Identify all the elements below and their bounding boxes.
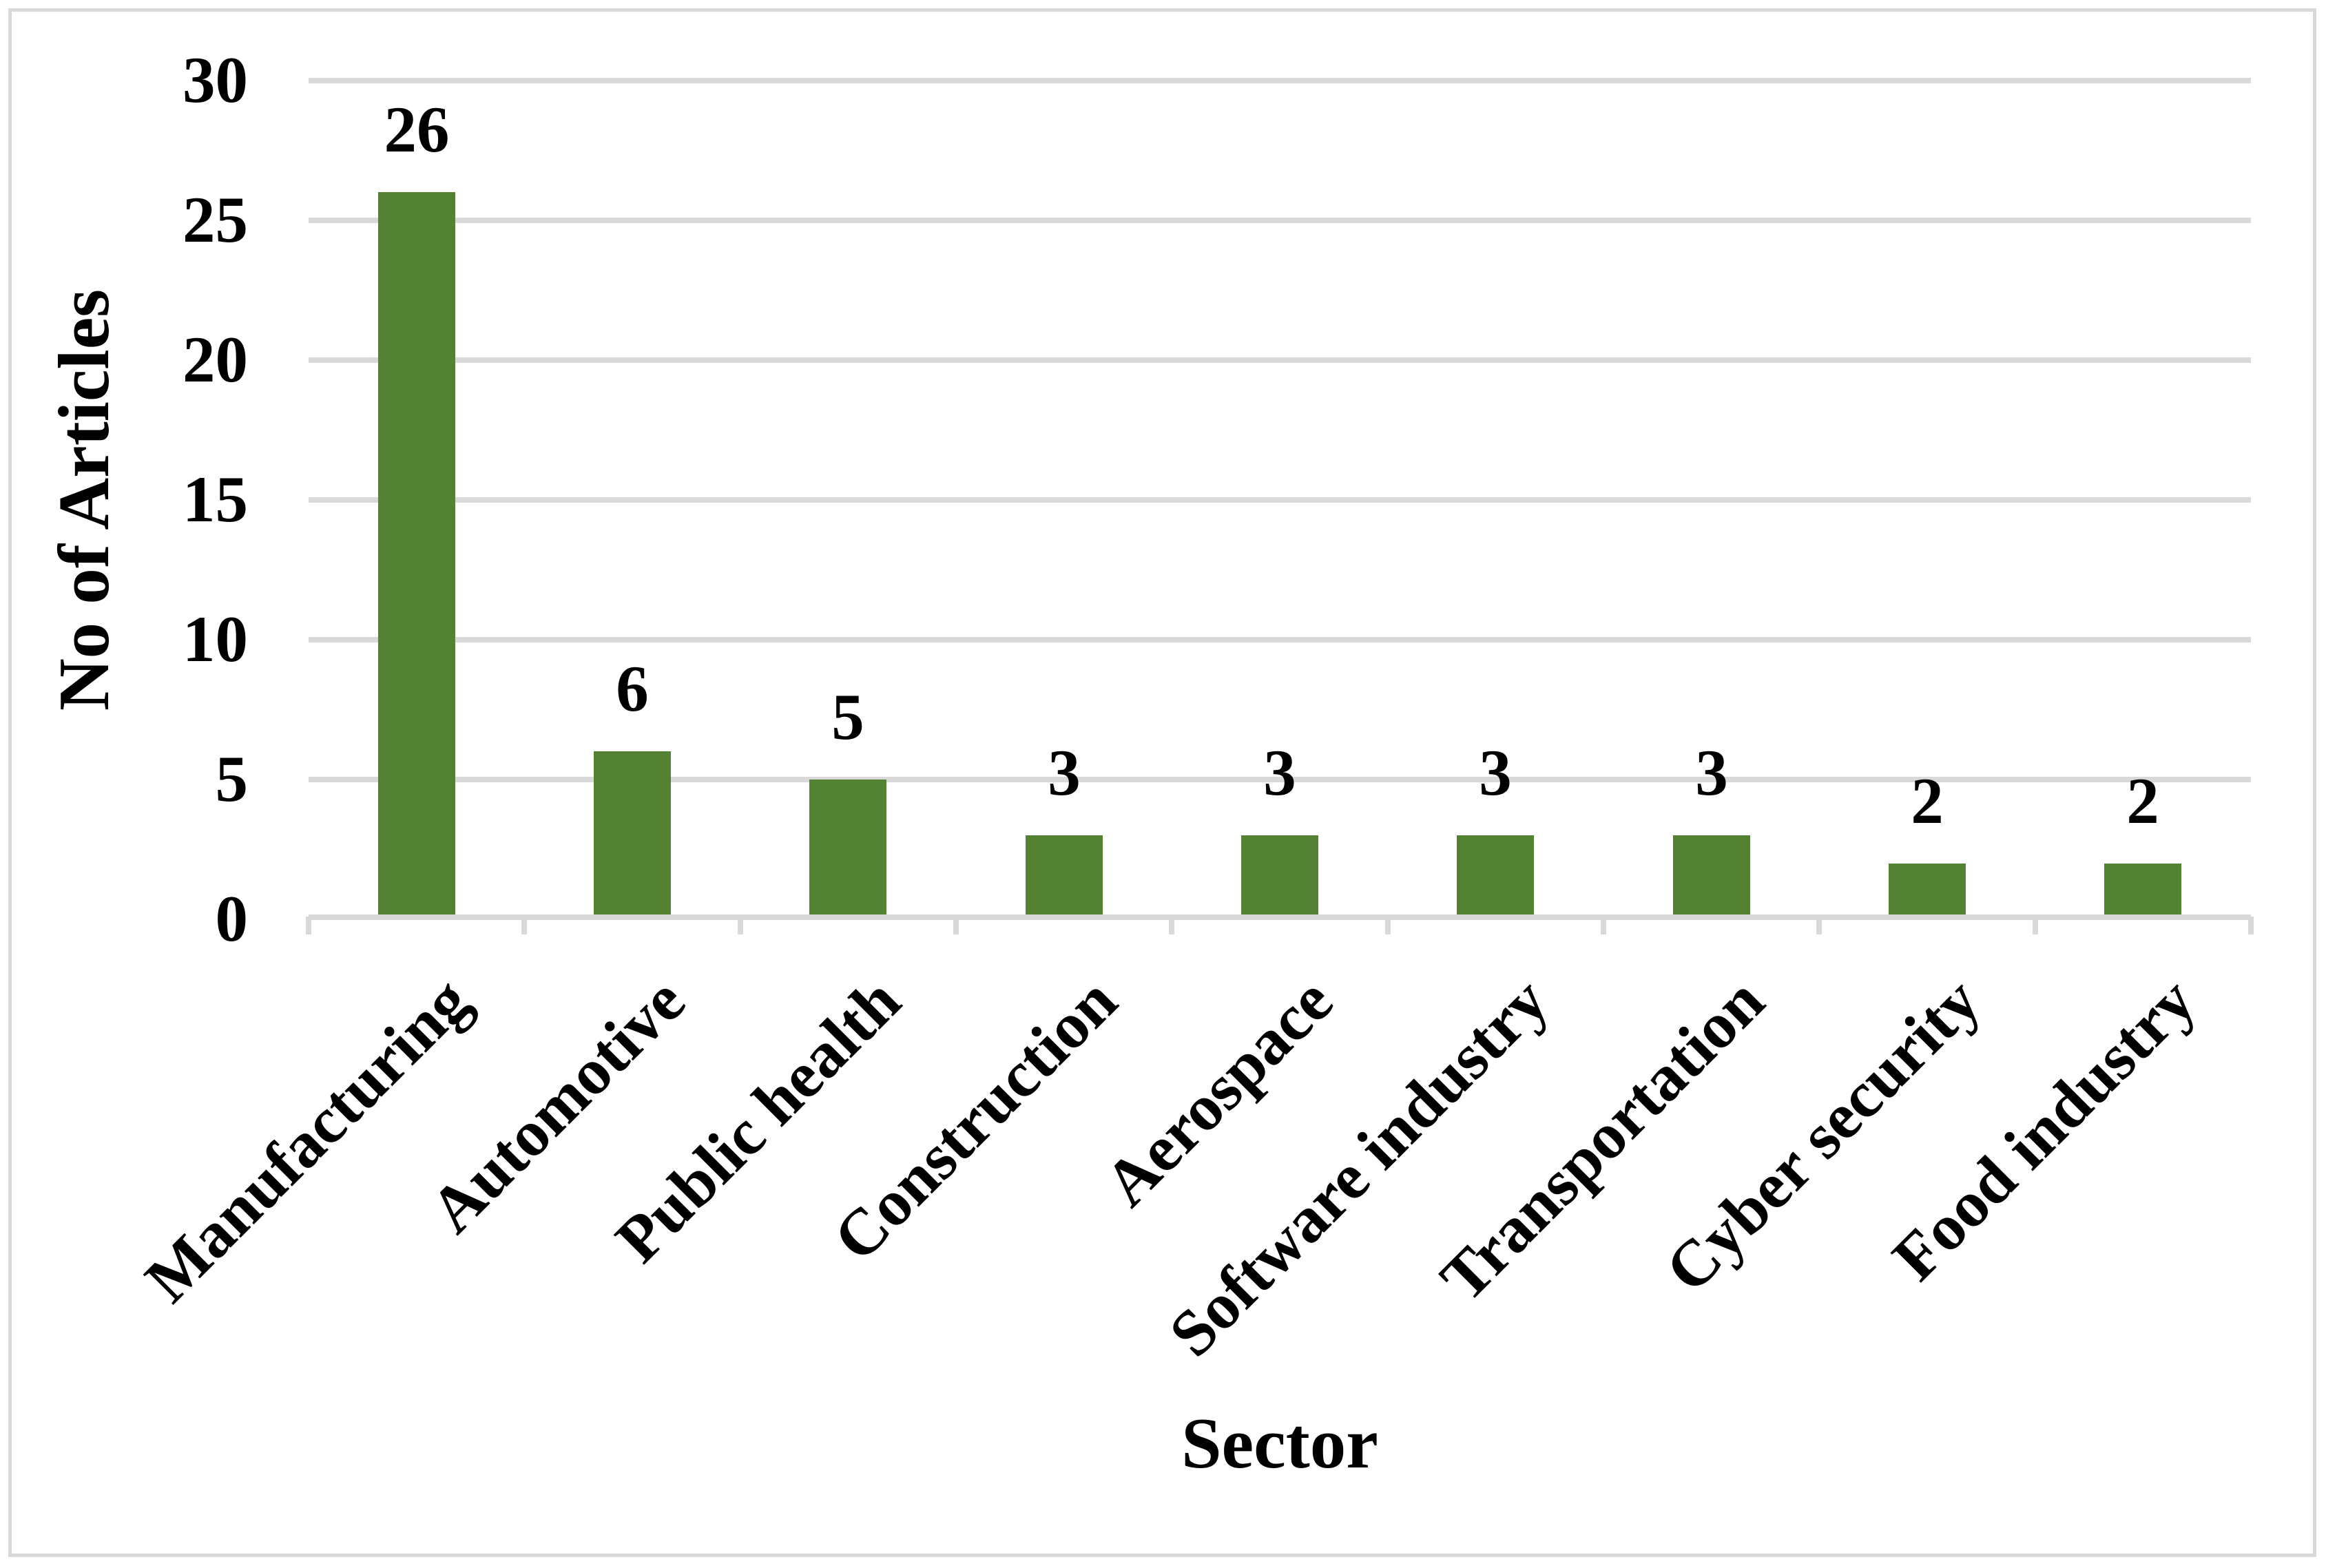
- data-label: 2: [1911, 764, 1944, 837]
- bar-cyber-security: [1889, 864, 1966, 917]
- x-axis-tick: [2033, 917, 2038, 934]
- x-axis-tick: [1601, 917, 1606, 934]
- x-axis-line: [309, 914, 2251, 920]
- y-axis-title: No of Articles: [43, 289, 124, 711]
- gridline-y-25: [309, 218, 2251, 223]
- gridline-y-30: [309, 78, 2251, 83]
- y-tick-label-25: 25: [183, 183, 248, 256]
- x-axis-tick: [1385, 917, 1391, 934]
- bar-aerospace: [1241, 835, 1318, 917]
- x-axis-tick: [738, 917, 743, 934]
- x-axis-tick: [2248, 917, 2254, 934]
- gridline-y-5: [309, 777, 2251, 782]
- gridline-y-15: [309, 497, 2251, 503]
- data-label: 6: [616, 652, 649, 725]
- y-tick-label-30: 30: [183, 43, 248, 116]
- y-tick-label-20: 20: [183, 323, 248, 396]
- x-axis-tick: [521, 917, 527, 934]
- data-label: 26: [384, 93, 450, 166]
- data-label: 3: [1479, 736, 1512, 809]
- data-label: 2: [2126, 764, 2159, 837]
- y-tick-label-10: 10: [183, 603, 248, 676]
- data-label: 3: [1695, 736, 1728, 809]
- y-tick-label-15: 15: [183, 463, 248, 536]
- x-axis-tick: [1816, 917, 1822, 934]
- bar-transportation: [1673, 835, 1750, 917]
- y-tick-label-0: 0: [215, 882, 249, 955]
- bar-food-industry: [2104, 864, 2181, 917]
- bar-manufacturing: [378, 192, 455, 917]
- bar-automotive: [594, 751, 671, 917]
- x-axis-title: Sector: [1181, 1403, 1378, 1483]
- x-axis-tick: [953, 917, 959, 934]
- gridline-y-20: [309, 357, 2251, 363]
- data-label: 3: [1263, 736, 1296, 809]
- data-label: 3: [1048, 736, 1081, 809]
- x-axis-tick: [306, 917, 311, 934]
- data-label: 5: [831, 680, 864, 753]
- bar-construction: [1026, 835, 1103, 917]
- gridline-y-10: [309, 637, 2251, 642]
- x-axis-tick: [1169, 917, 1174, 934]
- bar-public-health: [809, 780, 886, 917]
- y-tick-label-5: 5: [215, 742, 249, 815]
- bar-software-industry: [1457, 835, 1534, 917]
